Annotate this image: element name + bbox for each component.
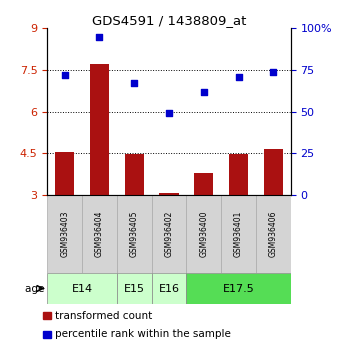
Bar	[229, 154, 248, 195]
Bar	[152, 273, 186, 304]
Bar	[43, 331, 51, 338]
Text: E16: E16	[159, 284, 179, 293]
Bar	[186, 273, 291, 304]
Text: GSM936403: GSM936403	[60, 210, 69, 257]
Text: E15: E15	[124, 284, 145, 293]
Bar	[160, 193, 178, 195]
Bar	[125, 154, 144, 195]
Title: GDS4591 / 1438809_at: GDS4591 / 1438809_at	[92, 14, 246, 27]
Point	[62, 72, 67, 78]
Bar	[47, 273, 117, 304]
Point	[131, 80, 137, 86]
Text: E17.5: E17.5	[223, 284, 255, 293]
Bar	[194, 172, 213, 195]
Point	[271, 69, 276, 74]
Text: GSM936400: GSM936400	[199, 210, 208, 257]
Point	[201, 89, 207, 95]
Text: GSM936406: GSM936406	[269, 210, 278, 257]
Text: GSM936401: GSM936401	[234, 210, 243, 257]
Bar	[186, 195, 221, 273]
Text: E14: E14	[72, 284, 93, 293]
Bar	[47, 195, 82, 273]
Text: transformed count: transformed count	[55, 311, 152, 321]
Text: GSM936404: GSM936404	[95, 210, 104, 257]
Text: GSM936402: GSM936402	[165, 210, 173, 257]
Bar	[221, 195, 256, 273]
Bar	[256, 195, 291, 273]
Bar	[117, 273, 152, 304]
Text: age: age	[25, 284, 48, 293]
Point	[97, 34, 102, 40]
Bar	[117, 195, 152, 273]
Bar	[90, 64, 109, 195]
Point	[166, 110, 172, 116]
Bar	[264, 149, 283, 195]
Bar	[55, 152, 74, 195]
Text: GSM936405: GSM936405	[130, 210, 139, 257]
Bar	[43, 313, 51, 319]
Text: percentile rank within the sample: percentile rank within the sample	[55, 329, 231, 339]
Bar	[82, 195, 117, 273]
Bar	[152, 195, 186, 273]
Point	[236, 74, 241, 79]
